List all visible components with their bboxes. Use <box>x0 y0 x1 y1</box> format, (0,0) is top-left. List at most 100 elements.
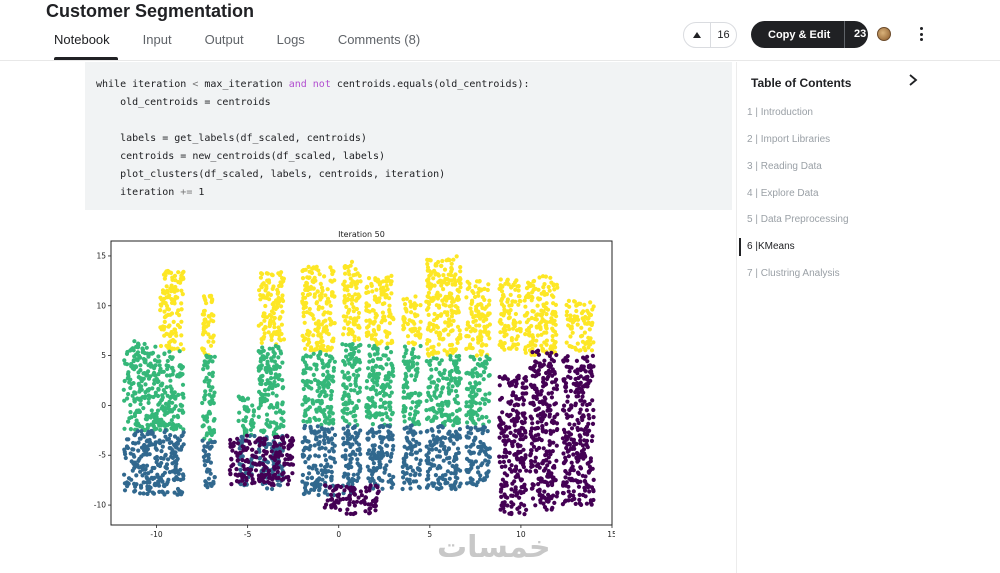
scatter-point <box>274 426 279 431</box>
scatter-point <box>476 407 482 413</box>
scatter-point <box>552 414 557 419</box>
more-options-icon[interactable] <box>915 24 927 44</box>
scatter-point <box>441 371 446 376</box>
scatter-point <box>228 437 233 443</box>
scatter-point <box>507 450 512 455</box>
code-cell[interactable]: while iteration < max_iteration and not … <box>85 62 732 210</box>
cluster-green-points <box>300 350 337 427</box>
toc-item-import-libraries[interactable]: 2 | Import Libraries <box>747 134 831 145</box>
tab-notebook[interactable]: Notebook <box>46 31 118 60</box>
scatter-point <box>202 321 207 326</box>
scatter-point <box>566 298 571 303</box>
scatter-point <box>455 297 460 302</box>
scatter-point <box>533 437 538 443</box>
scatter-point <box>549 390 554 395</box>
scatter-point <box>275 405 280 410</box>
scatter-point <box>331 379 336 384</box>
scatter-point <box>537 465 542 470</box>
scatter-point <box>311 351 316 356</box>
scatter-point <box>329 393 334 398</box>
tab-output[interactable]: Output <box>204 32 244 47</box>
scatter-point <box>401 383 406 388</box>
toc-item-explore-data[interactable]: 4 | Explore Data <box>747 188 819 199</box>
scatter-point <box>565 394 570 399</box>
tab-comments[interactable]: Comments (8) <box>337 32 421 47</box>
scatter-point <box>389 273 394 278</box>
scatter-point <box>258 297 263 302</box>
scatter-point <box>567 441 572 446</box>
scatter-point <box>329 354 334 359</box>
plot-frame <box>110 240 613 526</box>
scatter-point <box>315 343 320 348</box>
scatter-point <box>349 347 354 352</box>
scatter-point <box>582 330 587 335</box>
scatter-point <box>411 347 416 352</box>
scatter-point <box>165 358 170 364</box>
scatter-point <box>307 306 312 312</box>
scatter-point <box>446 381 451 387</box>
scatter-point <box>478 439 483 445</box>
scatter-point <box>314 300 320 305</box>
scatter-point <box>258 439 263 445</box>
scatter-point <box>383 318 388 323</box>
scatter-point <box>281 410 286 415</box>
scatter-point <box>128 385 133 391</box>
scatter-point <box>375 356 380 361</box>
avatar[interactable] <box>877 27 891 41</box>
scatter-point <box>497 342 502 347</box>
scatter-point <box>346 394 351 399</box>
scatter-point <box>537 275 542 280</box>
toc-item-data-preprocessing[interactable]: 5 | Data Preprocessing <box>747 214 849 225</box>
scatter-point <box>474 304 479 309</box>
copy-edit-button[interactable]: Copy & Edit 23 <box>751 21 868 48</box>
scatter-point <box>162 315 167 320</box>
scatter-point <box>165 366 170 372</box>
scatter-point <box>245 446 250 451</box>
scatter-point <box>275 287 280 292</box>
toc-item-kmeans[interactable]: 6 |KMeans <box>747 241 795 252</box>
chevron-right-icon[interactable] <box>908 73 918 92</box>
tab-input[interactable]: Input <box>142 32 172 47</box>
scatter-point <box>259 392 264 397</box>
y-tick-label: 5 <box>101 351 106 360</box>
scatter-point <box>374 413 379 418</box>
scatter-point <box>325 287 330 292</box>
scatter-point <box>201 330 206 335</box>
y-tick-label: -10 <box>94 501 106 510</box>
scatter-point <box>319 285 325 290</box>
scatter-point <box>308 443 313 449</box>
upvote-icon[interactable] <box>684 23 711 47</box>
scatter-point <box>516 411 521 416</box>
scatter-point <box>564 364 569 369</box>
scatter-point <box>541 401 546 406</box>
toc-item-reading-data[interactable]: 3 | Reading Data <box>747 161 822 172</box>
scatter-point <box>129 382 134 387</box>
scatter-point <box>310 466 315 471</box>
scatter-point <box>442 310 447 315</box>
scatter-point <box>309 347 314 353</box>
scatter-point <box>159 382 164 387</box>
scatter-point <box>170 365 175 370</box>
scatter-point <box>377 424 382 430</box>
scatter-point <box>486 373 491 378</box>
scatter-point <box>159 460 164 466</box>
scatter-point <box>157 363 162 368</box>
toc-item-clustring-analysis[interactable]: 7 | Clustring Analysis <box>747 268 840 279</box>
scatter-point <box>550 309 556 314</box>
scatter-point <box>529 298 534 303</box>
scatter-point <box>458 269 463 274</box>
toc-item-introduction[interactable]: 1 | Introduction <box>747 107 813 118</box>
scatter-point <box>537 489 542 494</box>
scatter-point <box>482 477 487 482</box>
scatter-point <box>177 349 182 354</box>
vote-button[interactable]: 16 <box>683 22 737 48</box>
scatter-point <box>588 500 593 505</box>
scatter-point <box>300 479 305 484</box>
tab-logs[interactable]: Logs <box>276 32 305 47</box>
scatter-point <box>547 371 552 376</box>
scatter-point <box>341 314 346 319</box>
scatter-point <box>390 433 395 438</box>
scatter-point <box>264 451 269 456</box>
scatter-point <box>562 459 568 464</box>
scatter-point <box>124 437 130 442</box>
